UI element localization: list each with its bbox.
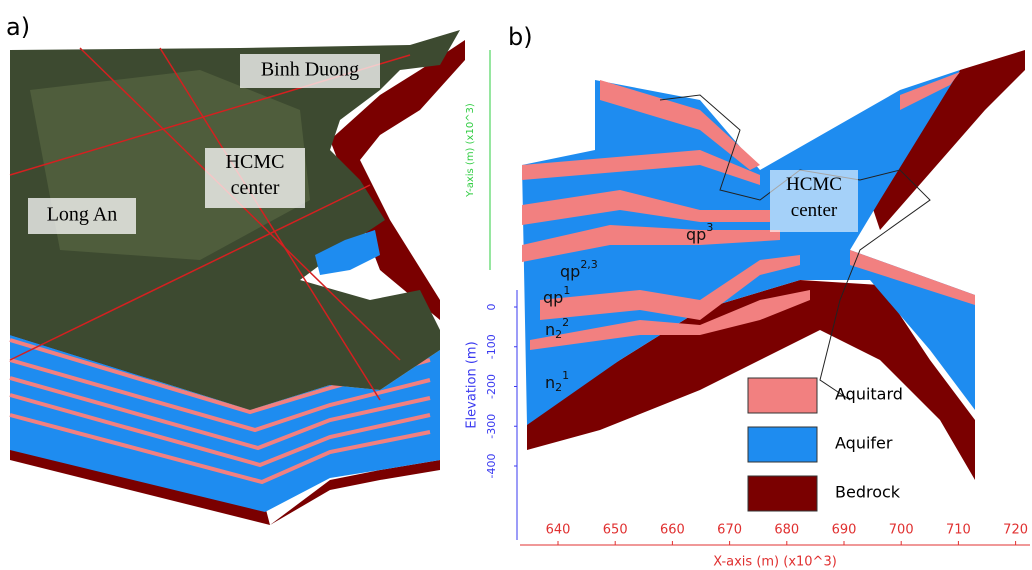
layer-sup: 3: [706, 221, 713, 234]
elevation-tick-label: -400: [485, 454, 498, 479]
elevation-axis-label: Elevation (m): [465, 341, 480, 428]
layer-base: qp: [560, 262, 580, 281]
x-tick-label: 690: [832, 523, 857, 538]
elevation-tick-label: 0: [485, 304, 498, 311]
layer-sup: 2,3: [580, 258, 598, 271]
legend-swatch: [748, 476, 817, 511]
legend: Aquitard Aquifer Bedrock: [748, 378, 903, 511]
layer-base: n: [545, 373, 555, 392]
layer-sub: 2: [555, 328, 562, 341]
place-label: Binh Duong: [261, 59, 359, 81]
layer-sup: 1: [563, 284, 570, 297]
x-tick-label: 680: [774, 523, 799, 538]
layer-sup: 1: [562, 369, 569, 382]
layer-sup: 2: [562, 316, 569, 329]
x-tick-label: 700: [889, 523, 914, 538]
legend-label: Aquitard: [835, 385, 903, 404]
place-label: Long An: [47, 204, 118, 226]
panel-b: Y-axis (m) (x10^3) Elevation (m) X-axis …: [465, 23, 1031, 570]
x-axis-label: X-axis (m) (x10^3): [713, 555, 837, 570]
x-tick-label: 660: [660, 523, 685, 538]
elevation-tick-label: -100: [485, 334, 498, 359]
y-axis-label: Y-axis (m) (x10^3): [465, 103, 476, 198]
elevation-tick-label: -200: [485, 374, 498, 399]
layer-sub: 2: [555, 381, 562, 394]
legend-label: Bedrock: [835, 483, 901, 502]
layer-base: qp: [543, 288, 563, 307]
figure: a) Binh DuongHCMCcenterLong An Y-axis (m…: [0, 0, 1032, 570]
x-tick-label: 640: [546, 523, 571, 538]
elevation-tick-label: -300: [485, 414, 498, 439]
x-tick-label: 650: [603, 523, 628, 538]
panel-label: a): [6, 13, 30, 41]
x-tick-label: 670: [717, 523, 742, 538]
x-tick-label: 710: [946, 523, 971, 538]
legend-label: Aquifer: [835, 434, 893, 453]
layer-base: n: [545, 320, 555, 339]
elevation-ticks: 0 -100 -200 -300 -400: [485, 304, 517, 479]
panel-label: b): [508, 23, 533, 51]
x-tick-label: 720: [1003, 523, 1028, 538]
legend-swatch: [748, 427, 817, 462]
layer-base: qp: [686, 225, 706, 244]
x-ticks: 640 650 660 670 680 690 700 710 720: [546, 523, 1028, 546]
legend-swatch: [748, 378, 817, 413]
